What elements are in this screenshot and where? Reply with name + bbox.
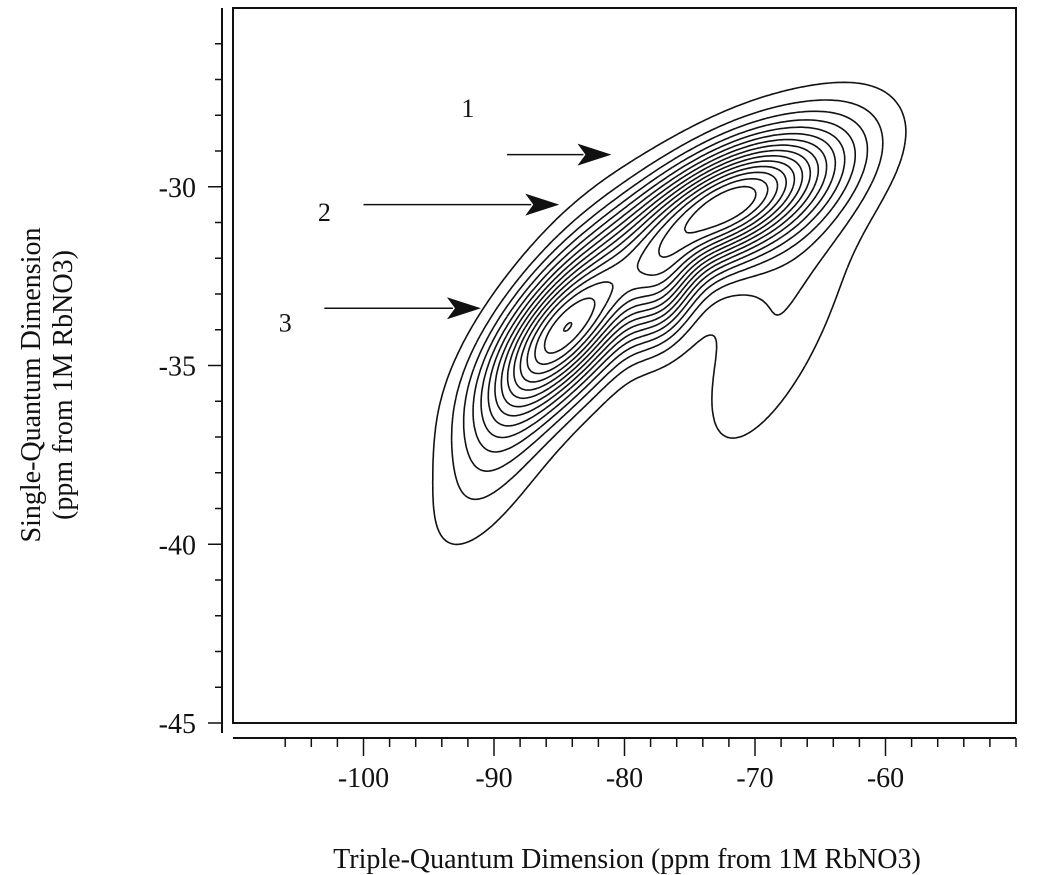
- peak-2-label: 2: [318, 198, 331, 227]
- y-tick-label: -30: [159, 173, 196, 204]
- x-axis-label: Triple-Quantum Dimension (ppm from 1M Rb…: [333, 844, 921, 875]
- contour-level-6: [487, 132, 837, 427]
- contour-level-2: [450, 99, 884, 501]
- contour-level-15: [562, 185, 757, 333]
- contour-level-1: [431, 81, 907, 546]
- peak-1-label: 1: [461, 94, 474, 123]
- contour-level-7: [494, 138, 828, 417]
- y-tick-label: -45: [159, 709, 196, 740]
- contour-level-8: [500, 144, 820, 408]
- x-tick-label: -90: [475, 763, 512, 794]
- y-tick-label: -35: [159, 352, 196, 383]
- peak-arrows: 1 2 3: [279, 94, 612, 338]
- peak-3-label: 3: [279, 309, 292, 338]
- x-tick-label: -80: [606, 763, 643, 794]
- x-tick-label: -70: [736, 763, 773, 794]
- contour-level-4: [472, 119, 856, 453]
- y-tick-label: -40: [159, 530, 196, 561]
- plot-frame: [232, 7, 1017, 724]
- peak-1-arrow-head: [577, 143, 612, 166]
- x-tick-label: -100: [338, 763, 389, 794]
- y-axis-label-line2: (ppm from 1M RbNO3): [48, 250, 79, 520]
- contour-level-12: [526, 165, 787, 375]
- contour-level-9: [506, 149, 812, 400]
- contour-level-3: [462, 110, 869, 472]
- axis-ticks: [208, 43, 1017, 756]
- contour-level-5: [480, 126, 846, 439]
- peak-3-arrow-head: [446, 297, 481, 320]
- y-axis-label-line1: Single-Quantum Dimension: [16, 228, 47, 543]
- contour-lines: [431, 81, 907, 546]
- contour-level-14: [543, 178, 769, 354]
- contour-level-13: [534, 171, 779, 366]
- contour-level-11: [519, 160, 796, 383]
- x-tick-label: -60: [867, 763, 904, 794]
- contour-level-10: [513, 155, 804, 391]
- peak-2-arrow-head: [525, 193, 560, 216]
- tick-labels: -100 -90 -80 -70 -60 -30 -35 -40 -45: [159, 173, 904, 794]
